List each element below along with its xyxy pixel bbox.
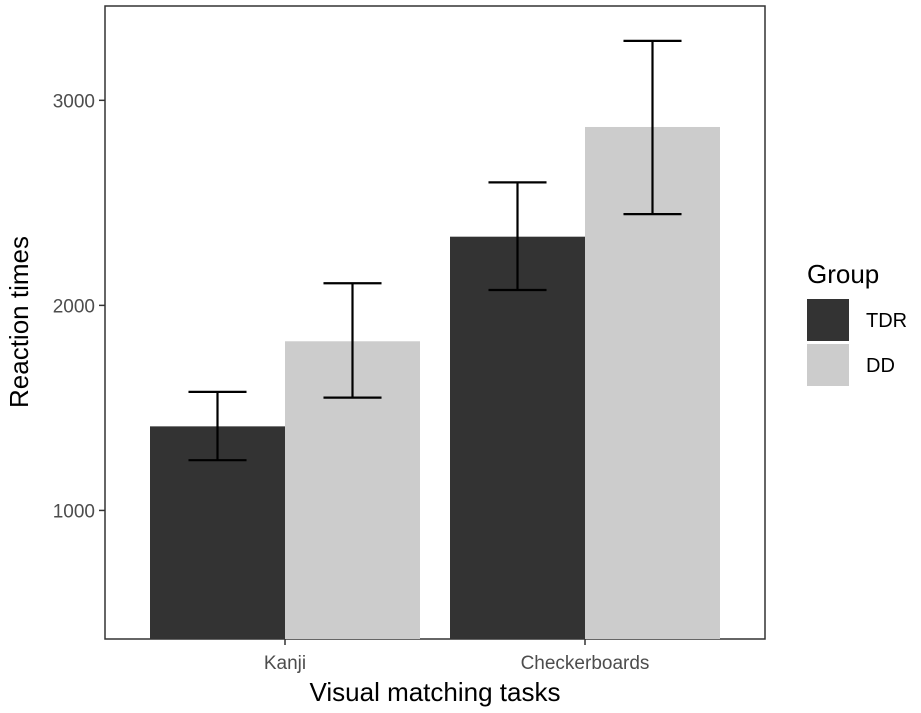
y-tick-label: 3000 [53,91,95,112]
bars-layer [150,126,720,640]
y-axis-title: Reaction times [4,236,34,408]
legend-title: Group [807,259,879,289]
y-tick-label: 2000 [53,296,95,317]
x-tick-label: Kanji [264,653,306,674]
error-bar-tdr-kanji [188,390,247,462]
bar-tdr-checkerboards [450,236,585,640]
error-bar-dd-kanji [323,282,382,399]
x-tick-label: Checkerboards [521,653,650,674]
error-bar-dd-checkerboards [623,39,682,216]
bar-tdr-kanji [150,426,285,639]
legend: Group TDR DD [807,259,907,386]
legend-label-dd: DD [866,355,895,377]
x-axis: Kanji Checkerboards [264,639,650,674]
legend-label-tdr: TDR [866,310,907,332]
error-bars-layer [188,39,682,462]
y-axis: 1000 2000 3000 [53,91,105,522]
legend-key-dd [807,344,849,386]
legend-key-tdr [807,299,849,341]
x-axis-title: Visual matching tasks [310,677,561,707]
error-bar-tdr-checkerboards [488,181,547,292]
y-tick-label: 1000 [53,501,95,522]
